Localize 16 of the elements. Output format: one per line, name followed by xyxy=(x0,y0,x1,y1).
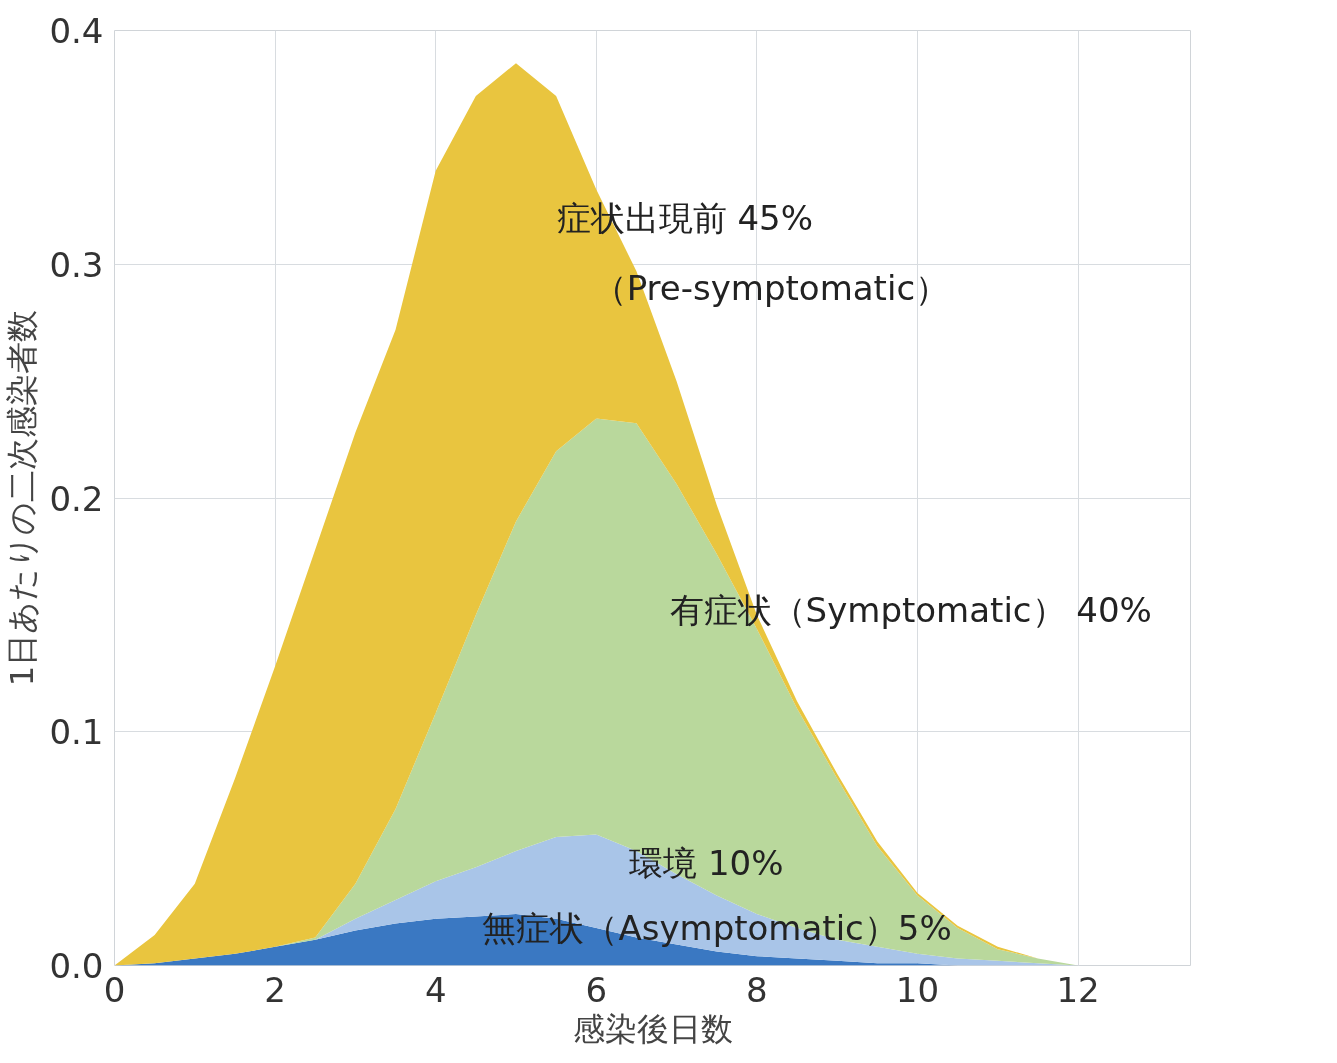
x-tick-label: 0 xyxy=(103,969,126,1010)
x-tick-label: 6 xyxy=(585,969,608,1010)
x-tick-label: 2 xyxy=(264,969,286,1010)
annotation: 有症状（Symptomatic） 40% xyxy=(669,590,1152,631)
x-tick-label: 4 xyxy=(424,969,447,1010)
y-axis-title: 1日あたりの二次感染者数 xyxy=(3,309,42,687)
x-tick-label: 12 xyxy=(1056,969,1100,1010)
y-tick-label: 0.3 xyxy=(49,244,104,285)
annotation: 環境 10% xyxy=(629,842,784,883)
x-axis-title: 感染後日数 xyxy=(572,1009,733,1048)
x-tick-label: 10 xyxy=(895,969,940,1010)
y-tick-label: 0.4 xyxy=(49,11,104,51)
y-tick-label: 0.1 xyxy=(49,712,104,753)
y-tick-label: 0.0 xyxy=(49,946,104,986)
x-tick-label: 8 xyxy=(746,969,768,1010)
y-tick-label: 0.2 xyxy=(49,478,104,519)
